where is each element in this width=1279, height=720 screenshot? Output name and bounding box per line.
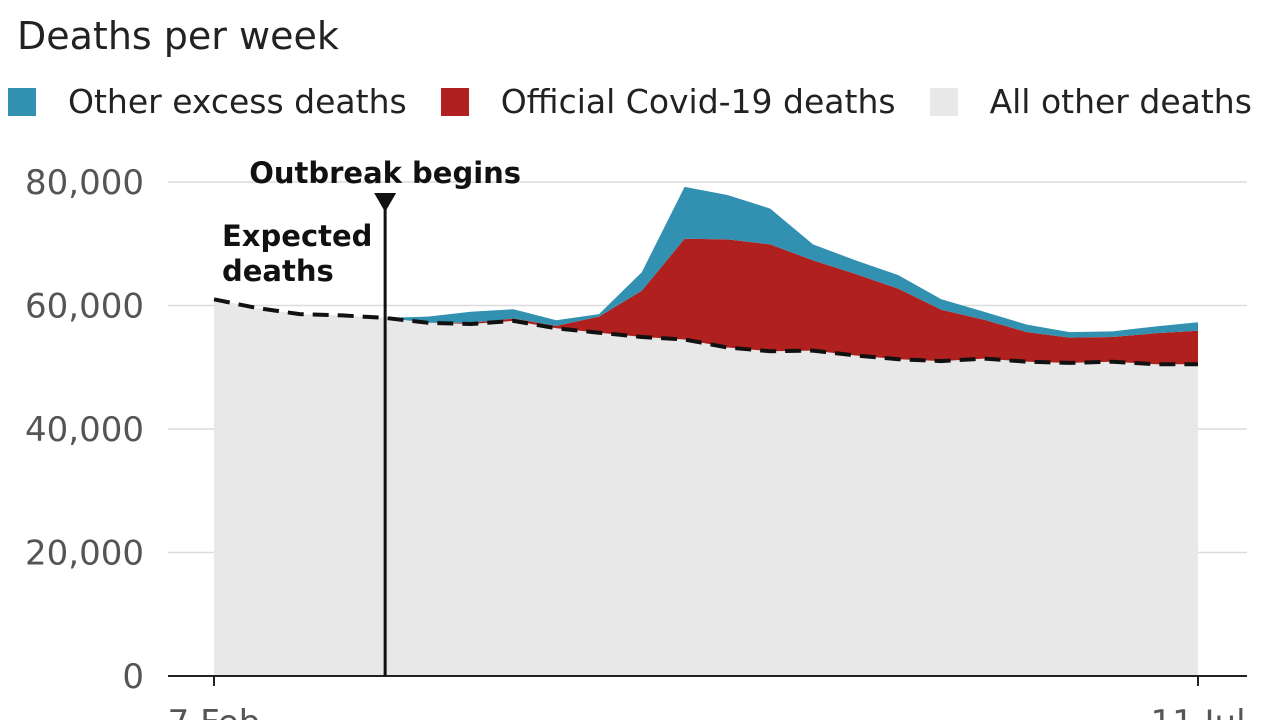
expected-deaths-line	[213, 297, 1198, 367]
expected-deaths-label: Expected	[222, 219, 372, 253]
y-tick-label: 0	[122, 657, 144, 697]
legend: Other excess deaths Official Covid-19 de…	[8, 82, 1252, 121]
legend-label-other-excess: Other excess deaths	[68, 82, 407, 121]
legend-swatch-other-excess	[8, 87, 36, 116]
y-tick-label: 40,000	[25, 410, 144, 450]
x-tick-label: 11 Jul	[1150, 703, 1245, 720]
legend-label-covid: Official Covid-19 deaths	[500, 82, 896, 121]
y-tick-label: 60,000	[25, 287, 144, 327]
x-tick-label: 7 Feb	[168, 703, 261, 720]
legend-swatch-all-other	[929, 87, 958, 116]
y-tick-label: 20,000	[25, 534, 144, 574]
expected-deaths-label: deaths	[222, 254, 334, 288]
legend-item-all-other: All other deaths	[929, 82, 1252, 121]
area-other-excess-deaths	[214, 186, 1198, 338]
legend-item-other-excess: Other excess deaths	[8, 82, 407, 121]
y-tick-label: 80,000	[25, 163, 144, 203]
legend-label-all-other: All other deaths	[989, 82, 1252, 121]
area-all-other-deaths	[214, 299, 1198, 676]
legend-item-covid: Official Covid-19 deaths	[440, 82, 896, 121]
area-official-covid-deaths	[214, 238, 1198, 365]
legend-swatch-covid	[440, 87, 469, 116]
outbreak-label: Outbreak begins	[249, 156, 521, 190]
chart-title: Deaths per week	[17, 14, 339, 58]
outbreak-marker-arrow	[374, 193, 397, 212]
